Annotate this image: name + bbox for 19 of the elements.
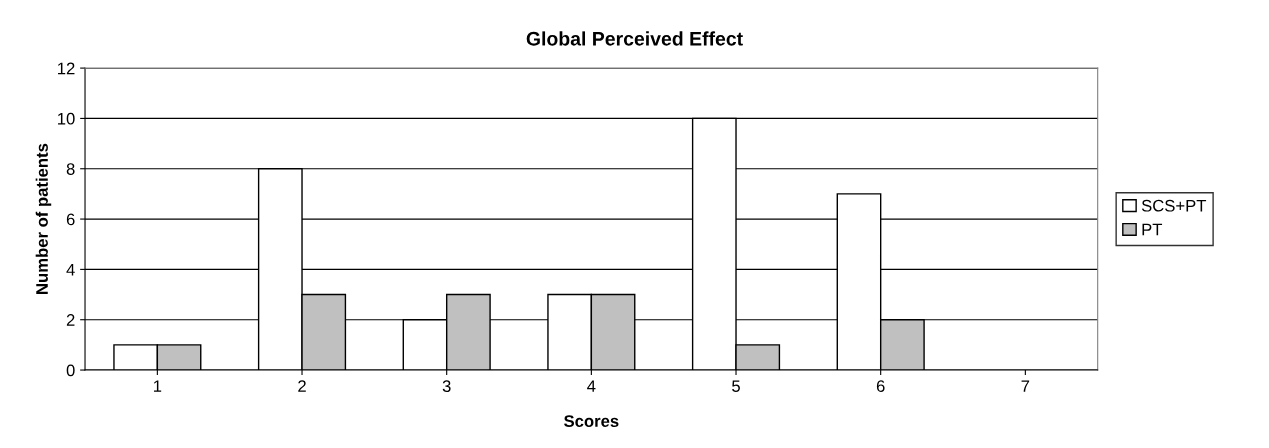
y-tick-label: 6 [66, 213, 75, 226]
legend-label: PT [1142, 223, 1163, 236]
chart-title: Global Perceived Effect [526, 31, 743, 46]
y-tick-label: 12 [58, 62, 75, 75]
y-tick-label: 2 [66, 314, 75, 326]
x-tick-label: 1 [153, 380, 162, 392]
y-tick-label: 8 [66, 163, 75, 175]
x-tick-label: 4 [587, 380, 596, 392]
y-tick-label: 10 [58, 112, 75, 125]
legend-label: SCS+PT [1141, 199, 1207, 212]
y-axis-title: Number of patients [35, 143, 52, 294]
y-tick-label: 4 [66, 263, 75, 276]
x-tick-label: 2 [298, 380, 306, 392]
x-tick-label: 7 [1021, 380, 1030, 392]
x-tick-label: 6 [876, 380, 885, 393]
y-tick-label: 0 [66, 364, 75, 377]
x-tick-label: 5 [732, 380, 740, 393]
x-tick-label: 3 [442, 380, 451, 393]
x-axis-title: Scores [564, 415, 619, 427]
